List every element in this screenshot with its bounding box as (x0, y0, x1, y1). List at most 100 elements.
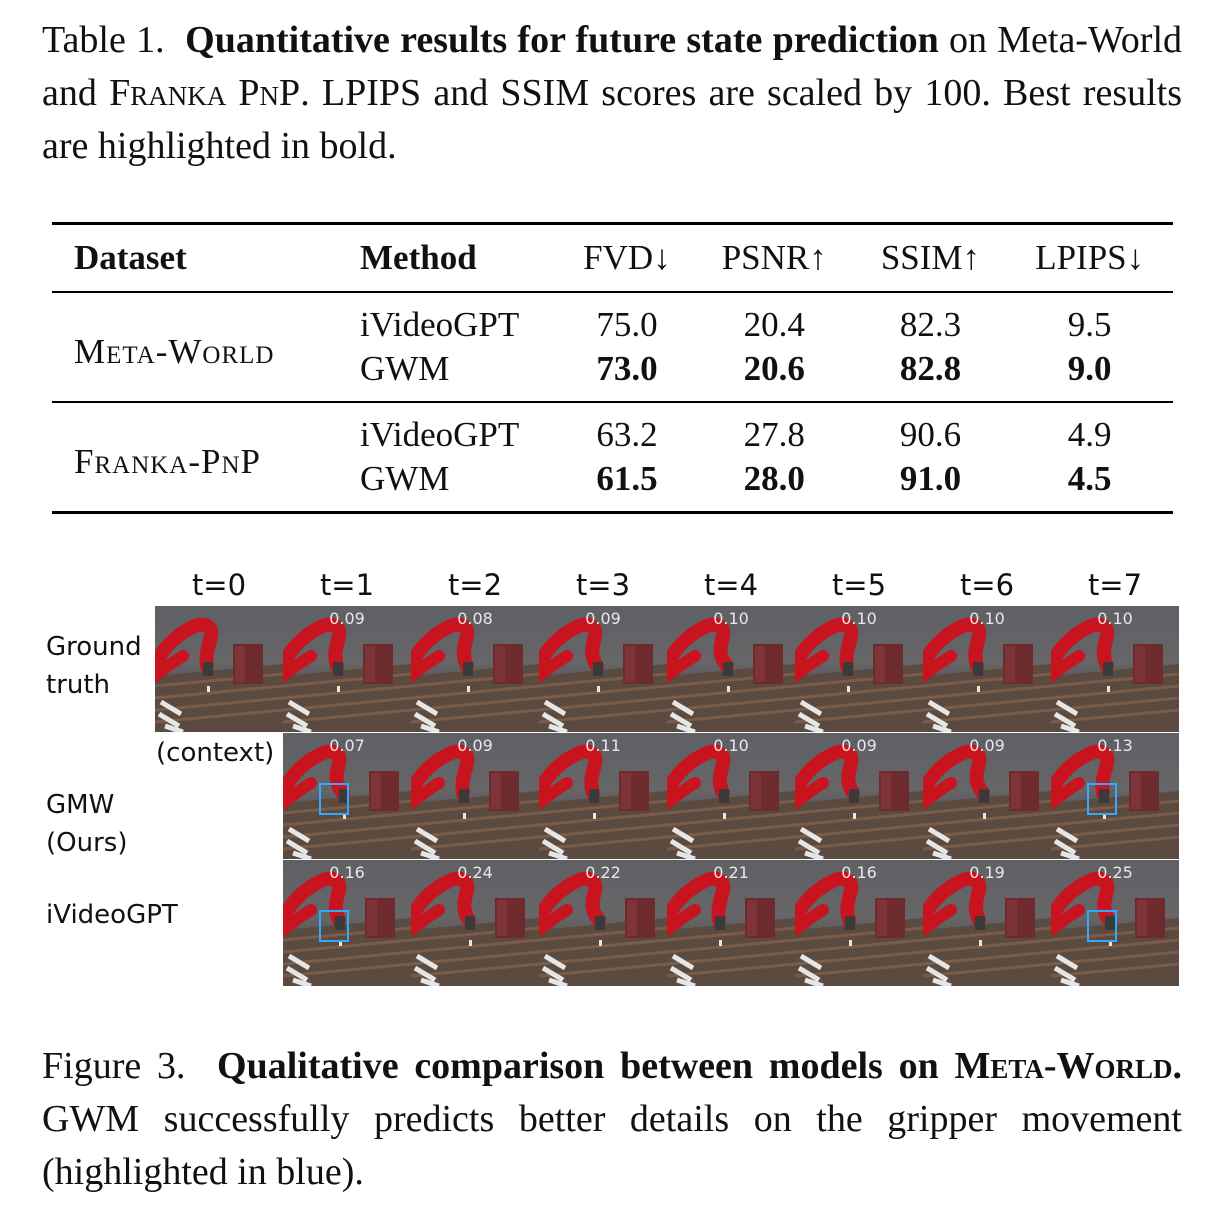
method-cell: iVideoGPT (360, 415, 520, 454)
frame-score: 0.09 (585, 609, 621, 628)
gripper-highlight-box (1087, 783, 1117, 815)
table-row: GWM 61.5 28.0 91.0 4.5 (52, 457, 1173, 513)
video-frame: 0.22 (539, 860, 667, 986)
frame-score: 0.16 (841, 863, 877, 882)
frame-score: 0.24 (457, 863, 493, 882)
frame-score: 0.09 (969, 736, 1005, 755)
figure-caption: Figure 3. Qualitative comparison between… (42, 1040, 1182, 1199)
dataset-name: Meta-World (74, 332, 275, 371)
gripper-highlight-box (319, 910, 349, 942)
results-table: Dataset Method FVD↓ PSNR↑ SSIM↑ LPIPS↓ M… (52, 222, 1173, 514)
frame-score: 0.21 (713, 863, 749, 882)
frame-score: 0.09 (329, 609, 365, 628)
header-lpips: LPIPS↓ (1035, 238, 1145, 277)
time-label: t=1 (319, 568, 375, 602)
time-label: t=6 (959, 568, 1015, 602)
frame-score: 0.09 (457, 736, 493, 755)
figure-caption-text: GWM successfully predicts better details… (42, 1098, 1182, 1193)
figure-caption-bold: Qualitative comparison between models on (217, 1045, 939, 1087)
video-frame: 0.19 (923, 860, 1051, 986)
figure-3: t=0 t=1 t=2 t=3 t=4 t=5 t=6 t=7 Ground truth (c… (0, 560, 1222, 1000)
time-label: t=5 (831, 568, 887, 602)
frame-score: 0.19 (969, 863, 1005, 882)
table-row: Meta-World iVideoGPT 75.0 20.4 82.3 9.5 (52, 292, 1173, 371)
table-group-metaworld: Meta-World iVideoGPT 75.0 20.4 82.3 9.5 … (52, 292, 1173, 402)
video-frame: 0.16 (795, 860, 923, 986)
fvd-cell: 63.2 (596, 415, 658, 454)
video-frame: 0.09 (283, 606, 411, 732)
video-frame: 0.16 (283, 860, 411, 986)
time-label: t=0 (191, 568, 247, 602)
figure-caption-dataset: Meta-World. (954, 1045, 1183, 1087)
row-label-gmw: GMW (Ours) (46, 786, 127, 862)
context-label: (context) (156, 738, 275, 768)
frame-score: 0.16 (329, 863, 365, 882)
psnr-cell-best: 28.0 (743, 459, 805, 498)
row-label-line: GMW (46, 790, 115, 820)
frame-score: 0.22 (585, 863, 621, 882)
video-frame: 0.10 (1051, 606, 1179, 732)
time-label: t=3 (575, 568, 631, 602)
lpips-cell-best: 4.5 (1067, 459, 1112, 498)
fvd-cell-best: 73.0 (596, 349, 658, 388)
time-label: t=2 (447, 568, 503, 602)
ssim-cell-best: 91.0 (899, 459, 962, 498)
lpips-cell: 9.5 (1067, 305, 1112, 344)
header-ssim: SSIM↑ (880, 238, 981, 277)
table-caption: Table 1. Quantitative results for future… (42, 14, 1182, 173)
video-frame: 0.25 (1051, 860, 1179, 986)
frame-score: 0.10 (841, 609, 877, 628)
table-caption-bold: Quantitative results for future state pr… (185, 19, 939, 61)
psnr-cell-best: 20.6 (743, 349, 805, 388)
video-frame: 0.10 (667, 733, 795, 859)
row-label-line: iVideoGPT (46, 900, 178, 930)
row-label-ivideogpt: iVideoGPT (46, 896, 178, 934)
video-frame: 0.10 (667, 606, 795, 732)
video-frame: 0.11 (539, 733, 667, 859)
frame-score: 0.09 (841, 736, 877, 755)
frame-score: 0.08 (457, 609, 493, 628)
table-header-row: Dataset Method FVD↓ PSNR↑ SSIM↑ LPIPS↓ (52, 223, 1173, 292)
video-frame (155, 606, 283, 732)
method-cell: GWM (360, 459, 450, 498)
video-frame: 0.10 (923, 606, 1051, 732)
table-caption-label: Table 1. (42, 19, 165, 61)
ssim-cell-best: 82.8 (899, 349, 962, 388)
table-caption-dataset: Franka PnP (109, 72, 301, 114)
video-frame: 0.09 (411, 733, 539, 859)
video-frame: 0.13 (1051, 733, 1179, 859)
fvd-cell: 75.0 (596, 305, 658, 344)
psnr-cell: 27.8 (743, 415, 805, 454)
frame-score: 0.11 (585, 736, 621, 755)
dataset-name: Franka-PnP (74, 442, 261, 481)
gripper-highlight-box (319, 783, 349, 815)
ssim-cell: 82.3 (899, 305, 962, 344)
row-label-line: Ground (46, 632, 142, 662)
gripper-highlight-box (1087, 910, 1117, 942)
header-method: Method (360, 238, 477, 277)
frame-score: 0.10 (969, 609, 1005, 628)
frame-score: 0.10 (713, 736, 749, 755)
lpips-cell-best: 9.0 (1067, 349, 1112, 388)
time-label: t=7 (1087, 568, 1143, 602)
video-frame: 0.10 (795, 606, 923, 732)
table-group-franka: Franka-PnP iVideoGPT 63.2 27.8 90.6 4.9 … (52, 402, 1173, 513)
psnr-cell: 20.4 (743, 305, 805, 344)
video-frame: 0.09 (539, 606, 667, 732)
video-frame: 0.07 (283, 733, 411, 859)
method-cell: GWM (360, 349, 450, 388)
method-cell: iVideoGPT (360, 305, 520, 344)
video-frame: 0.09 (795, 733, 923, 859)
table-caption-text-2: . LPIPS and SSIM scores are scaled by 10… (42, 72, 1183, 167)
row-label-line: truth (46, 670, 111, 700)
fvd-cell-best: 61.5 (596, 459, 658, 498)
video-frame: 0.21 (667, 860, 795, 986)
time-label: t=4 (703, 568, 759, 602)
dataset-cell: Franka-PnP (52, 402, 360, 513)
frame-score: 0.13 (1097, 736, 1133, 755)
frame-score: 0.10 (1097, 609, 1133, 628)
table-row: GWM 73.0 20.6 82.8 9.0 (52, 347, 1173, 402)
figure-caption-label: Figure 3. (42, 1045, 186, 1087)
header-psnr: PSNR↑ (721, 238, 827, 277)
table-row: Franka-PnP iVideoGPT 63.2 27.8 90.6 4.9 (52, 402, 1173, 481)
